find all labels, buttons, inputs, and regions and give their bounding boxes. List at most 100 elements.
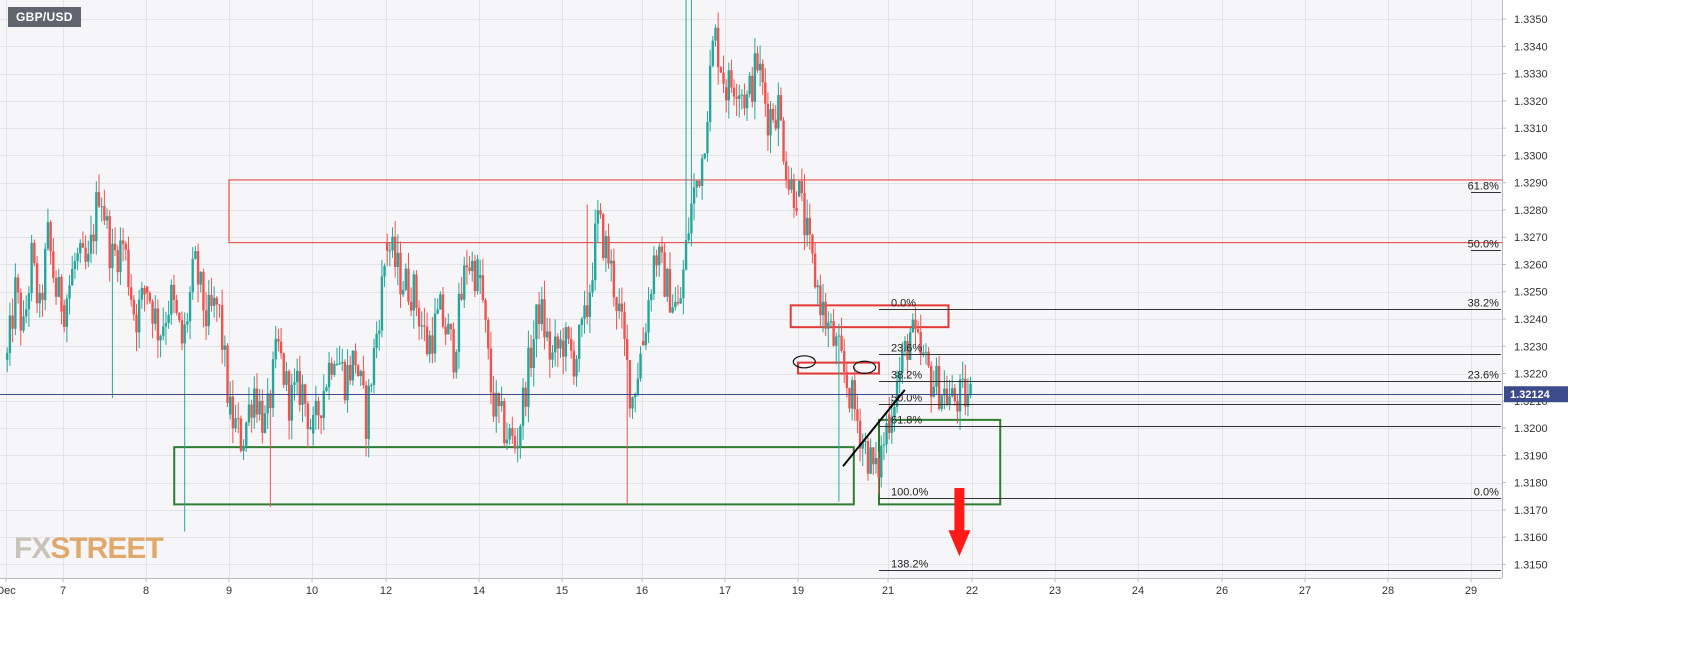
candle-body xyxy=(314,400,318,415)
candle-body xyxy=(650,294,653,301)
candle-body xyxy=(540,299,543,324)
x-tick-label: 16 xyxy=(636,585,648,597)
x-tick-label: 28 xyxy=(1382,585,1394,597)
candle-body xyxy=(631,397,634,409)
candle-body xyxy=(898,372,901,382)
current-price-label: 1.32124 xyxy=(1510,389,1551,401)
y-tick-label: 1.3160 xyxy=(1514,532,1548,544)
candle-body xyxy=(743,94,746,109)
candle-body xyxy=(210,294,213,306)
candle-body xyxy=(821,301,825,316)
candle-body xyxy=(170,284,173,315)
candle-body xyxy=(460,293,463,300)
candle-body xyxy=(386,242,389,251)
candle-body xyxy=(572,350,576,377)
candle-body xyxy=(465,265,469,268)
candle-body xyxy=(95,192,98,242)
candle-body xyxy=(722,72,725,84)
candle-body xyxy=(231,396,235,429)
candle-body xyxy=(383,266,386,277)
candle-body xyxy=(562,340,565,357)
candle-body xyxy=(100,206,103,208)
candle-body xyxy=(827,322,830,329)
x-tick-label: 19 xyxy=(792,585,804,597)
candle-body xyxy=(178,312,181,321)
candle-body xyxy=(961,378,964,380)
candle-body xyxy=(511,428,514,436)
candle-body xyxy=(937,365,941,409)
candle-body xyxy=(277,338,280,342)
candle-body xyxy=(790,179,793,190)
candle-body xyxy=(911,319,915,333)
candle-body xyxy=(11,315,14,329)
candle-body xyxy=(586,305,589,317)
candle-body xyxy=(202,271,205,311)
candle-body xyxy=(708,65,712,123)
candle-body xyxy=(567,327,570,339)
candle-body xyxy=(495,392,498,417)
x-tick-label: 12 xyxy=(380,585,392,597)
candle-body xyxy=(893,406,896,417)
candle-body xyxy=(829,321,833,323)
candle-body xyxy=(30,242,33,294)
candle-body xyxy=(79,243,82,254)
candle-body xyxy=(927,351,930,366)
candle-body xyxy=(121,240,125,244)
y-tick-label: 1.3350 xyxy=(1514,14,1548,26)
candle-body xyxy=(628,360,632,409)
candle-body xyxy=(888,414,891,433)
candle-body xyxy=(63,305,66,327)
y-tick-label: 1.3340 xyxy=(1514,41,1548,53)
candle-body xyxy=(524,387,527,407)
candle-body xyxy=(449,323,453,330)
candle-body xyxy=(519,426,522,446)
candle-body xyxy=(864,441,867,443)
candle-body xyxy=(457,293,461,352)
candle-body xyxy=(639,353,642,379)
current-price-tag xyxy=(1504,386,1568,403)
candle-body xyxy=(194,251,197,259)
candle-body xyxy=(463,265,466,300)
candle-body xyxy=(745,94,749,109)
candle-body xyxy=(877,458,880,478)
x-tick-label: 17 xyxy=(719,585,731,597)
candle-body xyxy=(748,75,751,95)
candle-body xyxy=(626,338,629,361)
candle-body xyxy=(452,329,455,373)
candle-body xyxy=(441,294,445,327)
time-axis-background xyxy=(0,578,1707,655)
watermark-logo: FXSTREET xyxy=(14,532,164,566)
down-arrow-shaft xyxy=(954,488,965,533)
candle-body xyxy=(349,364,352,381)
candle-body xyxy=(245,422,248,446)
candle-body xyxy=(338,363,341,365)
candle-body xyxy=(684,240,688,270)
candle-body xyxy=(663,252,666,297)
candle-body xyxy=(618,303,621,312)
candle-body xyxy=(537,304,541,324)
candle-body xyxy=(529,347,533,368)
candle-body xyxy=(607,236,610,264)
candle-body xyxy=(425,326,429,355)
candle-body xyxy=(455,351,458,373)
fib-short-level-label: 138.2% xyxy=(891,559,929,571)
candle-body xyxy=(97,192,101,207)
candle-body xyxy=(250,404,253,418)
y-tick-label: 1.3250 xyxy=(1514,287,1548,299)
candle-body xyxy=(143,287,146,295)
candle-body xyxy=(800,180,804,194)
candle-body xyxy=(951,388,954,397)
candle-body xyxy=(253,388,256,418)
x-tick-label: 7 xyxy=(60,585,66,597)
candle-body xyxy=(612,260,616,298)
candle-body xyxy=(135,314,138,333)
candle-body xyxy=(874,458,878,465)
candle-body xyxy=(215,297,219,305)
candle-body xyxy=(840,335,843,351)
candle-body xyxy=(706,122,709,154)
candle-body xyxy=(471,260,474,271)
price-axis-background xyxy=(1502,0,1707,655)
candle-body xyxy=(255,388,259,415)
candle-body xyxy=(137,299,141,333)
candle-body xyxy=(570,338,573,351)
